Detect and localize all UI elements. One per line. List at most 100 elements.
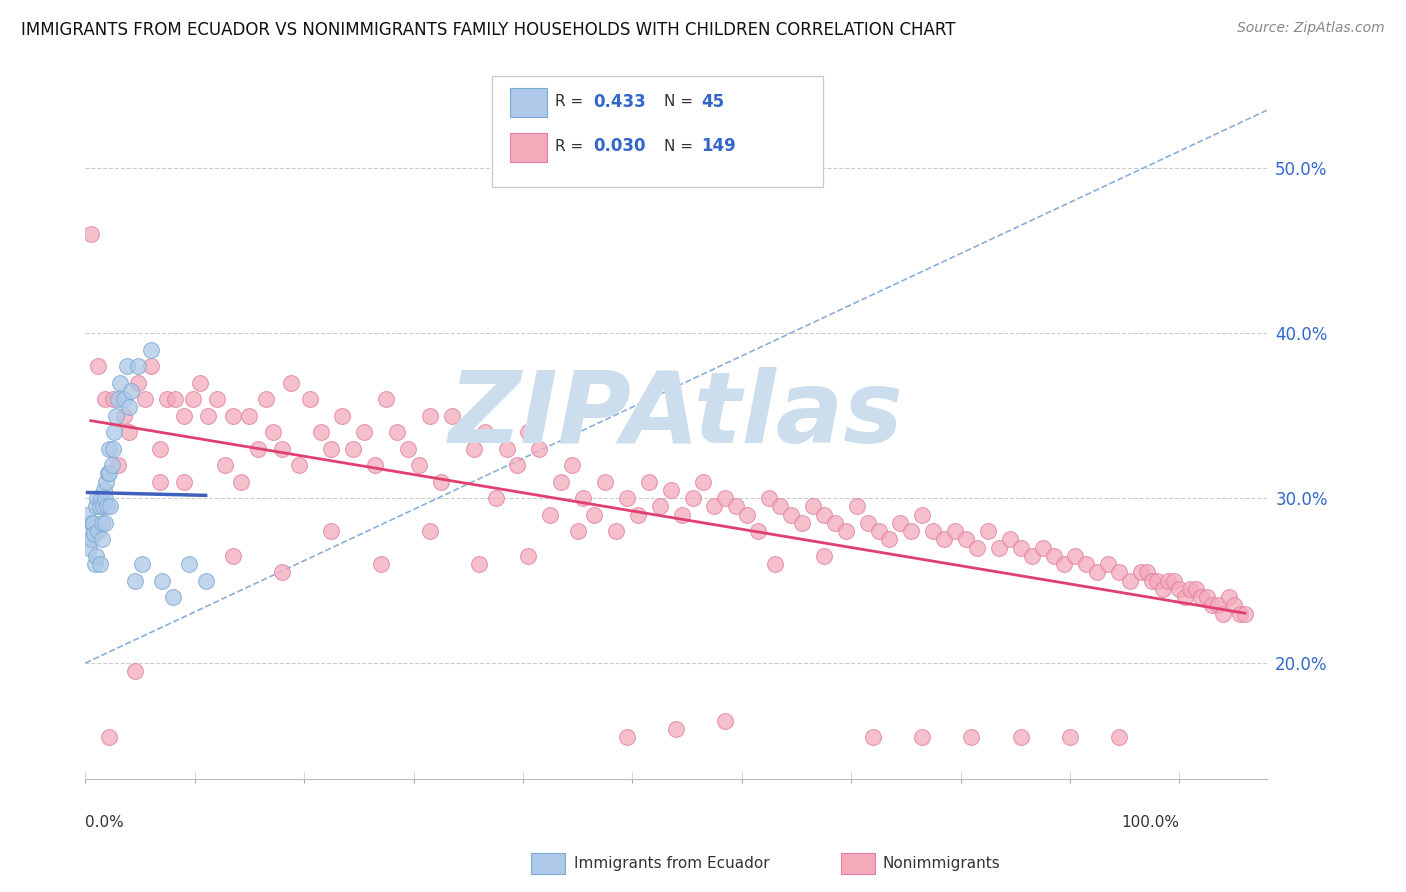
Point (966, 541, 988, 555)
Point (616, 731, 638, 745)
Point (309, 425, 332, 439)
Text: 45: 45 (702, 93, 724, 111)
Point (149, 442, 172, 456)
Point (197, 409, 219, 423)
Point (780, 508, 803, 522)
Point (616, 491, 638, 505)
Point (1180, 582, 1202, 596)
Point (911, 508, 934, 522)
Text: N =: N = (664, 95, 693, 109)
Point (889, 516, 911, 530)
Point (1157, 574, 1180, 588)
Point (627, 508, 650, 522)
Point (139, 343, 162, 357)
Point (150, 574, 173, 588)
Point (1059, 731, 1081, 745)
Point (763, 557, 786, 571)
Point (1119, 574, 1142, 588)
Point (900, 524, 922, 538)
Point (1076, 557, 1098, 571)
Point (747, 524, 769, 538)
Point (725, 500, 748, 514)
Point (682, 491, 704, 505)
Point (1184, 582, 1206, 596)
Point (80, 516, 103, 530)
Point (998, 533, 1021, 547)
Point (100, 500, 122, 514)
Point (321, 442, 343, 456)
Point (98, 467, 121, 481)
Point (87, 524, 110, 538)
Text: 100.0%: 100.0% (1122, 815, 1180, 830)
Point (332, 409, 354, 423)
Point (97, 467, 120, 481)
Point (813, 508, 835, 522)
Point (1010, 731, 1032, 745)
Point (451, 425, 474, 439)
Point (960, 731, 983, 745)
Point (98, 731, 121, 745)
Point (396, 442, 419, 456)
Text: 0.030: 0.030 (593, 137, 645, 155)
Point (118, 401, 141, 415)
Point (222, 549, 245, 563)
Point (955, 533, 977, 547)
Point (353, 425, 375, 439)
Point (862, 731, 884, 745)
Point (1168, 582, 1191, 596)
Point (100, 458, 122, 472)
Point (205, 392, 228, 406)
Point (1229, 607, 1251, 621)
Point (1130, 566, 1153, 580)
Point (179, 557, 201, 571)
Text: Immigrants from Ecuador: Immigrants from Ecuador (574, 856, 769, 871)
Point (529, 442, 551, 456)
Point (1053, 557, 1076, 571)
Point (86, 491, 108, 505)
Point (364, 458, 387, 472)
Point (1234, 607, 1257, 621)
Point (194, 574, 217, 588)
Point (247, 442, 270, 456)
Point (263, 425, 285, 439)
Point (517, 549, 540, 563)
Point (1163, 574, 1185, 588)
Point (181, 392, 204, 406)
Point (214, 458, 236, 472)
Point (659, 483, 682, 497)
Point (90, 533, 112, 547)
Point (1174, 590, 1197, 604)
Point (517, 425, 540, 439)
Point (94, 491, 117, 505)
Point (84, 549, 107, 563)
Point (1146, 574, 1168, 588)
Text: Source: ZipAtlas.com: Source: ZipAtlas.com (1237, 21, 1385, 35)
Point (84, 500, 107, 514)
Point (103, 425, 125, 439)
Point (879, 533, 901, 547)
Point (692, 475, 714, 489)
Point (90, 491, 112, 505)
Text: ZIPAtlas: ZIPAtlas (449, 367, 904, 464)
Point (1189, 590, 1212, 604)
Point (287, 458, 309, 472)
Text: R =: R = (555, 139, 583, 153)
Point (943, 524, 966, 538)
Point (94, 516, 117, 530)
Point (1032, 541, 1054, 555)
Point (468, 557, 491, 571)
Point (120, 384, 142, 398)
Point (115, 359, 138, 373)
Point (1212, 607, 1234, 621)
Point (127, 359, 149, 373)
Point (714, 714, 737, 728)
Text: N =: N = (664, 139, 693, 153)
Point (80, 227, 103, 241)
Point (375, 392, 398, 406)
Point (124, 665, 146, 679)
Point (1206, 599, 1229, 613)
Point (550, 475, 572, 489)
Point (671, 508, 693, 522)
Point (856, 516, 879, 530)
Point (112, 409, 135, 423)
